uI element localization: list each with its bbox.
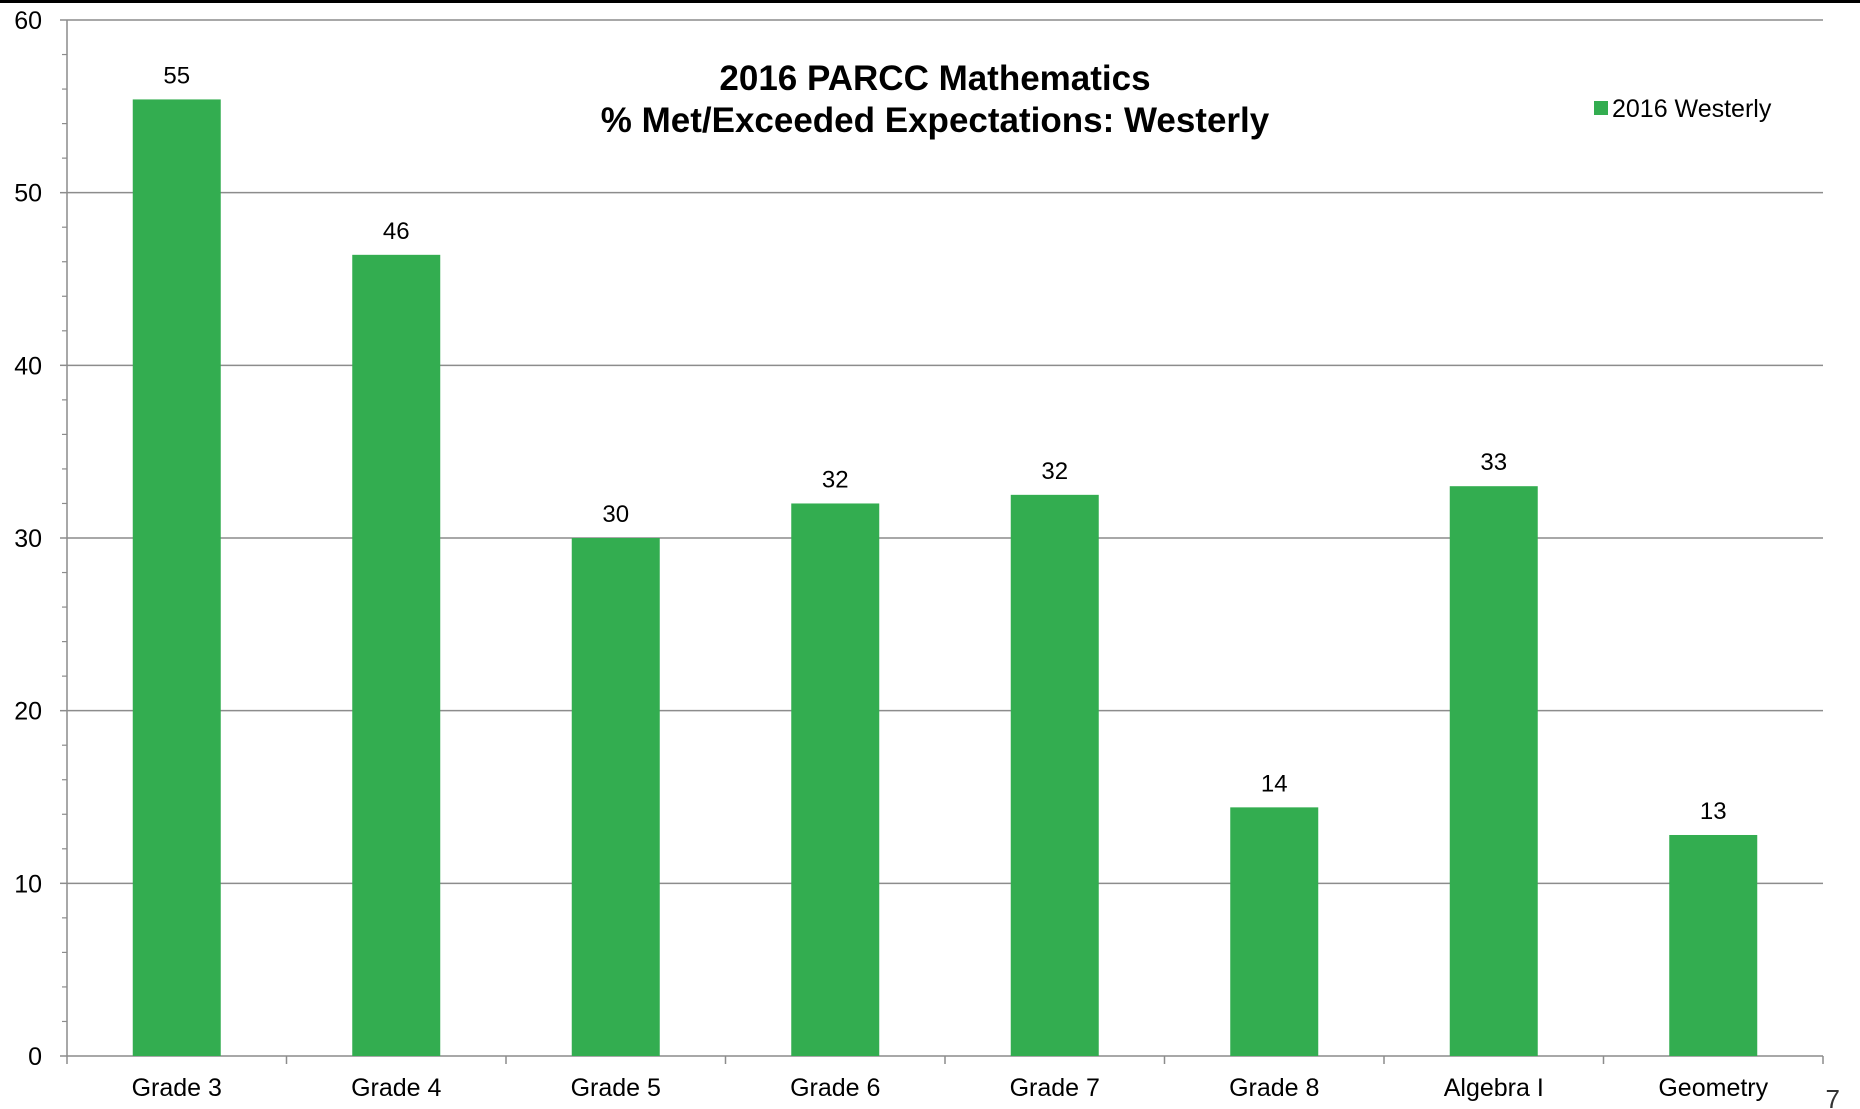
chart-title-line-1: 2016 PARCC Mathematics: [719, 59, 1150, 98]
x-tick-label: Grade 8: [1229, 1074, 1319, 1102]
bar: [791, 503, 880, 1056]
bar: [1230, 807, 1319, 1056]
x-tick-label: Grade 3: [132, 1074, 222, 1102]
bar: [1669, 834, 1758, 1056]
axes: [60, 19, 1824, 1064]
legend-swatch: [1594, 101, 1608, 115]
bar: [132, 99, 221, 1057]
data-label: 13: [1700, 798, 1727, 825]
legend: 2016 Westerly: [1594, 95, 1772, 123]
y-tick-label: 50: [14, 180, 42, 208]
data-label: 55: [163, 62, 190, 89]
bar: [352, 254, 441, 1056]
data-label: 30: [602, 501, 629, 528]
chart-title: 2016 PARCC Mathematics % Met/Exceeded Ex…: [601, 59, 1270, 140]
chart-title-line-2: % Met/Exceeded Expectations: Westerly: [601, 101, 1270, 140]
bar: [1449, 486, 1538, 1056]
y-tick-label: 60: [14, 7, 42, 35]
x-tick-label: Grade 4: [351, 1074, 441, 1102]
y-tick-label: 20: [14, 698, 42, 726]
y-tick-label: 30: [14, 525, 42, 553]
data-label: 33: [1480, 449, 1507, 476]
x-tick-label: Grade 6: [790, 1074, 880, 1102]
data-label: 14: [1261, 770, 1288, 797]
page-number: 7: [1826, 1084, 1840, 1109]
data-label: 46: [383, 218, 410, 245]
bars: [132, 99, 1758, 1057]
labels: 0 10 20 30 40 50 60 55 Grade 3 46 Grade 4 30 Grade 5…: [14, 7, 1768, 1102]
data-label: 32: [822, 466, 849, 493]
x-tick-label: Grade 7: [1010, 1074, 1100, 1102]
x-tick-label: Grade 5: [571, 1074, 661, 1102]
bar: [1010, 494, 1099, 1056]
y-tick-label: 0: [28, 1043, 42, 1071]
legend-label: 2016 Westerly: [1612, 95, 1772, 123]
y-tick-label: 10: [14, 870, 42, 898]
top-border: [0, 0, 1860, 3]
data-label: 32: [1041, 458, 1068, 485]
gridlines: [67, 19, 1823, 885]
x-tick-label: Algebra I: [1444, 1074, 1544, 1102]
x-tick-label: Geometry: [1658, 1074, 1768, 1102]
y-tick-label: 40: [14, 352, 42, 380]
bar: [571, 538, 660, 1056]
